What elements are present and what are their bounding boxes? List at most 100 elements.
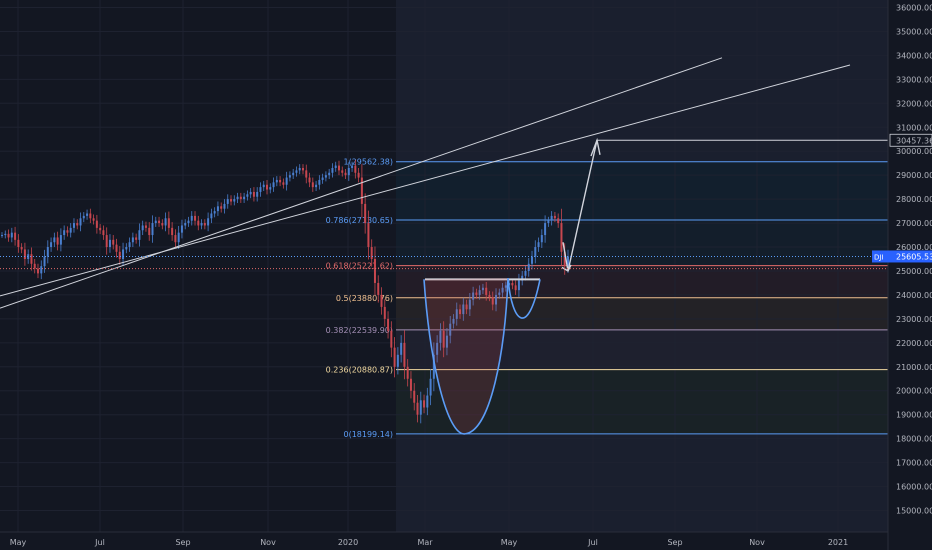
y-tick-label: 32000.00	[896, 99, 932, 108]
candle-body	[553, 215, 556, 219]
candle-body	[36, 268, 39, 274]
candle-body	[540, 235, 543, 243]
channel-lower-line	[0, 64, 851, 297]
candle-body	[567, 256, 569, 267]
candle-body	[27, 254, 30, 259]
candle-body	[413, 390, 416, 403]
candle-body	[141, 225, 144, 231]
candle-body	[560, 223, 563, 252]
candle-body	[239, 196, 242, 200]
x-tick-label: May	[501, 538, 518, 547]
candle-body	[207, 218, 210, 226]
candle-body	[409, 378, 412, 391]
candle-body	[131, 237, 134, 243]
candle-body	[174, 235, 177, 243]
candle-body	[311, 182, 314, 188]
candle-body	[249, 191, 252, 195]
y-tick-label: 29000.00	[896, 171, 932, 180]
target-price-label: 30457.36	[896, 136, 932, 145]
candle-body	[305, 170, 308, 178]
candle-body	[563, 251, 566, 267]
fib-level-label: 0.5(23880.76)	[336, 294, 393, 303]
candle-body	[308, 177, 311, 183]
candle-body	[544, 223, 547, 236]
candle-body	[144, 225, 147, 228]
candle-body	[419, 400, 422, 415]
y-tick-label: 20000.00	[896, 387, 932, 396]
candle-body	[403, 342, 406, 367]
fib-level-label: 0.382(22539.90)	[326, 326, 393, 335]
fib-level-label: 0(18199.14)	[343, 430, 393, 439]
candle-body	[167, 218, 170, 228]
candle-body	[292, 172, 295, 176]
candle-body	[383, 306, 386, 319]
candle-body	[429, 378, 432, 396]
candle-body	[102, 230, 105, 236]
candle-body	[527, 263, 530, 271]
fib-zone	[396, 161, 888, 220]
fib-level-label: 1(29562.38)	[343, 158, 393, 167]
candle-body	[445, 335, 448, 348]
candle-body	[203, 223, 206, 226]
candle-body	[46, 247, 49, 257]
candle-body	[17, 239, 20, 248]
last-price-tag	[890, 250, 932, 263]
y-tick-label: 17000.00	[896, 459, 932, 468]
candle-body	[79, 218, 82, 226]
channel-upper-line	[0, 57, 723, 309]
candle-body	[426, 395, 429, 408]
y-tick-label: 15000.00	[896, 507, 932, 516]
fib-zone	[396, 219, 888, 266]
symbol-label: DJI	[874, 253, 884, 261]
candle-body	[504, 285, 507, 288]
candle-body	[331, 167, 334, 173]
candle-body	[256, 191, 259, 197]
x-tick-label: Sep	[667, 538, 682, 547]
candle-body	[128, 242, 131, 248]
candle-body	[279, 179, 282, 183]
candle-body	[282, 182, 285, 185]
candle-body	[4, 233, 7, 236]
candle-body	[373, 259, 376, 283]
candle-body	[50, 242, 53, 248]
x-tick-label: 2020	[338, 538, 358, 547]
candle-body	[59, 235, 62, 245]
fib-level-label: 0.618(25221.62)	[326, 262, 393, 271]
candle-body	[406, 366, 409, 379]
candle-body	[252, 191, 255, 197]
fib-level-label: 0.786(27130.65)	[326, 216, 393, 225]
candle-body	[216, 206, 219, 212]
y-tick-label: 25000.00	[896, 267, 932, 276]
candle-body	[488, 294, 491, 298]
candle-body	[517, 280, 520, 291]
candle-body	[432, 354, 435, 379]
candle-body	[89, 213, 92, 219]
candle-body	[180, 225, 183, 233]
candle-body	[210, 213, 213, 219]
candle-body	[266, 184, 269, 190]
candle-body	[243, 196, 246, 200]
candle-body	[387, 318, 390, 331]
candle-body	[275, 179, 278, 183]
candle-body	[259, 187, 262, 192]
last-price-label: 25605.53	[896, 252, 932, 261]
target-price-tag	[889, 133, 932, 147]
candle-body	[436, 342, 439, 355]
y-tick-label: 27000.00	[896, 219, 932, 228]
candle-body	[230, 199, 233, 202]
y-tick-label: 33000.00	[896, 75, 932, 84]
candle-body	[30, 254, 33, 264]
candle-body	[380, 294, 383, 307]
candle-body	[498, 292, 501, 295]
y-tick-label: 28000.00	[896, 195, 932, 204]
candle-body	[491, 297, 494, 305]
candle-body	[161, 223, 164, 226]
candle-body	[197, 220, 200, 226]
cup-curve	[423, 278, 509, 435]
candle-body	[154, 220, 157, 224]
handle-curve	[507, 278, 541, 319]
candle-body	[315, 184, 318, 188]
candle-body	[481, 287, 484, 291]
candle-body	[337, 165, 340, 171]
